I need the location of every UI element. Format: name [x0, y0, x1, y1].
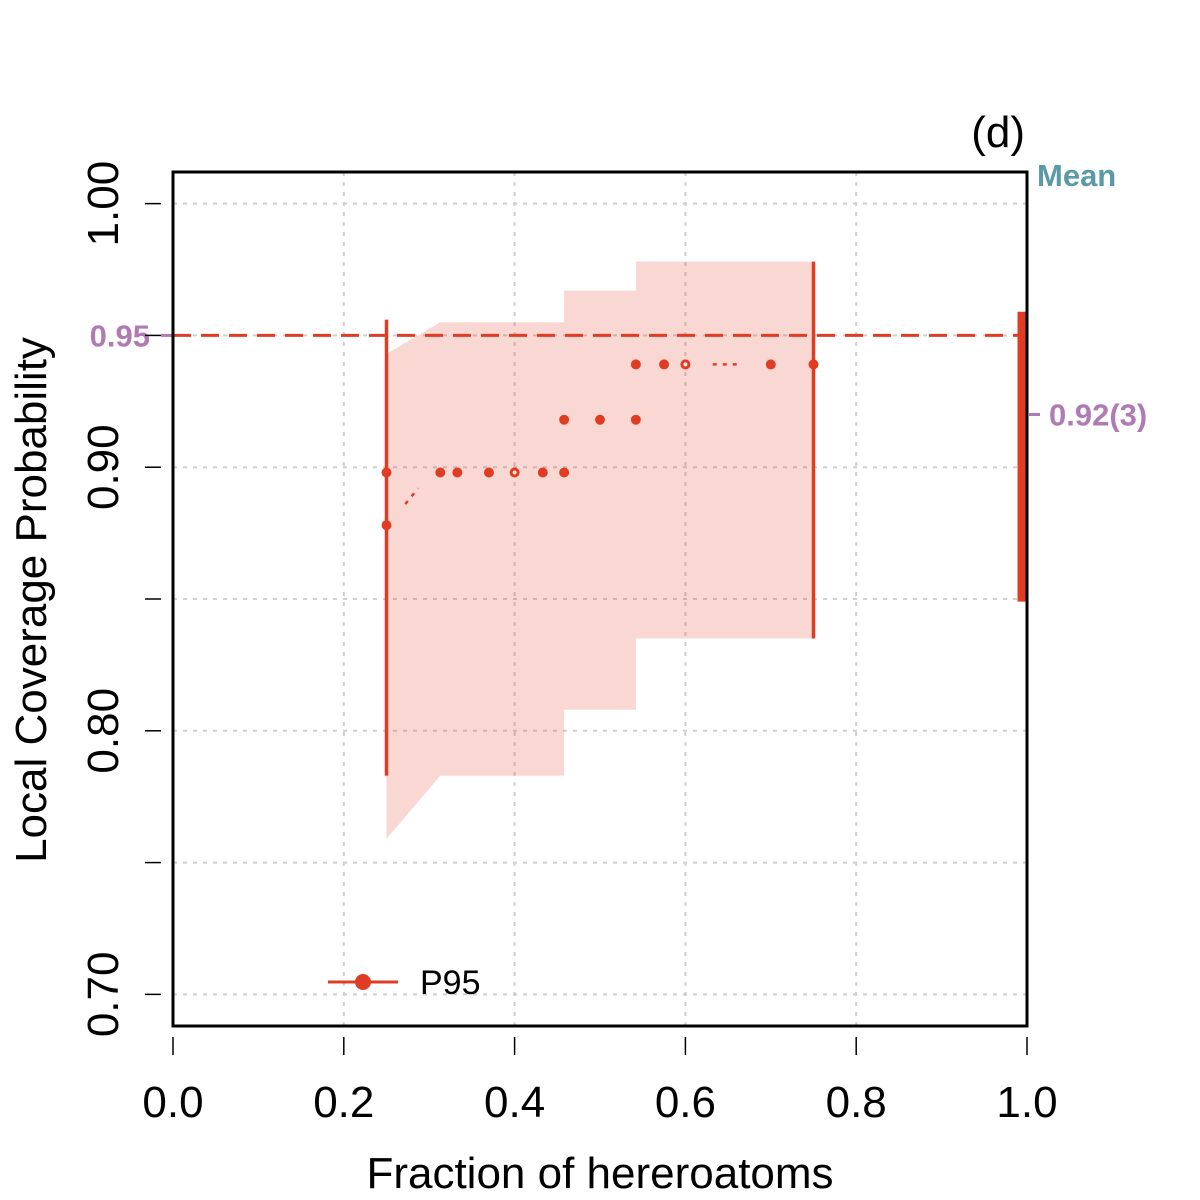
- data-point: [765, 359, 776, 370]
- plot-frame: [171, 170, 1029, 1028]
- data-point: [537, 467, 548, 478]
- target-line-group: 0.95: [90, 318, 1027, 353]
- y-tick-label: 0.90: [79, 424, 128, 510]
- data-point-open: [509, 467, 520, 478]
- x-tick-label: 0.4: [484, 1078, 545, 1127]
- data-point-open: [680, 359, 691, 370]
- x-tick-label: 1.0: [996, 1078, 1057, 1127]
- x-axis-title: Fraction of hereroatoms: [366, 1149, 833, 1198]
- confidence-band: [386, 261, 814, 839]
- y-tick-label: 0.80: [79, 688, 128, 774]
- data-point: [381, 467, 392, 478]
- x-tick-label: 0.8: [826, 1078, 887, 1127]
- data-point: [595, 414, 605, 425]
- panel-label: (d): [971, 108, 1025, 157]
- legend-label: P95: [420, 964, 481, 1002]
- data-point: [808, 359, 819, 370]
- dotted-segment: [404, 487, 420, 505]
- y-tick-label: 0.70: [79, 952, 128, 1038]
- p95-confidence-band: [386, 261, 814, 839]
- dotted-segments: [404, 363, 743, 505]
- data-point: [559, 467, 570, 478]
- data-point: [483, 467, 494, 478]
- data-point: [435, 467, 446, 478]
- legend-marker: [355, 974, 371, 990]
- y-tick-label: 1.00: [79, 161, 128, 247]
- x-tick-label: 0.0: [142, 1078, 203, 1127]
- data-point: [381, 520, 392, 531]
- data-point: [630, 359, 641, 370]
- data-point: [659, 359, 670, 370]
- mean-title: Mean: [1037, 158, 1116, 193]
- data-point: [452, 467, 463, 478]
- y-axis-title: Local Coverage Probability: [7, 337, 56, 863]
- mean-value-label: 0.92(3): [1049, 397, 1147, 432]
- target-label: 0.95: [90, 318, 150, 353]
- legend: P95: [328, 964, 481, 1002]
- range-bars: [384, 261, 816, 776]
- data-point: [630, 414, 641, 425]
- data-point: [559, 414, 570, 425]
- mean-indicator: 0.92(3): [1017, 311, 1147, 602]
- axes: 0.0 0.2 0.4 0.6 0.8 1.0 0.70 0.80 0.90 1.00: [79, 161, 1058, 1127]
- x-tick-label: 0.6: [655, 1078, 716, 1127]
- x-tick-label: 0.2: [313, 1078, 374, 1127]
- p95-points: [381, 359, 819, 531]
